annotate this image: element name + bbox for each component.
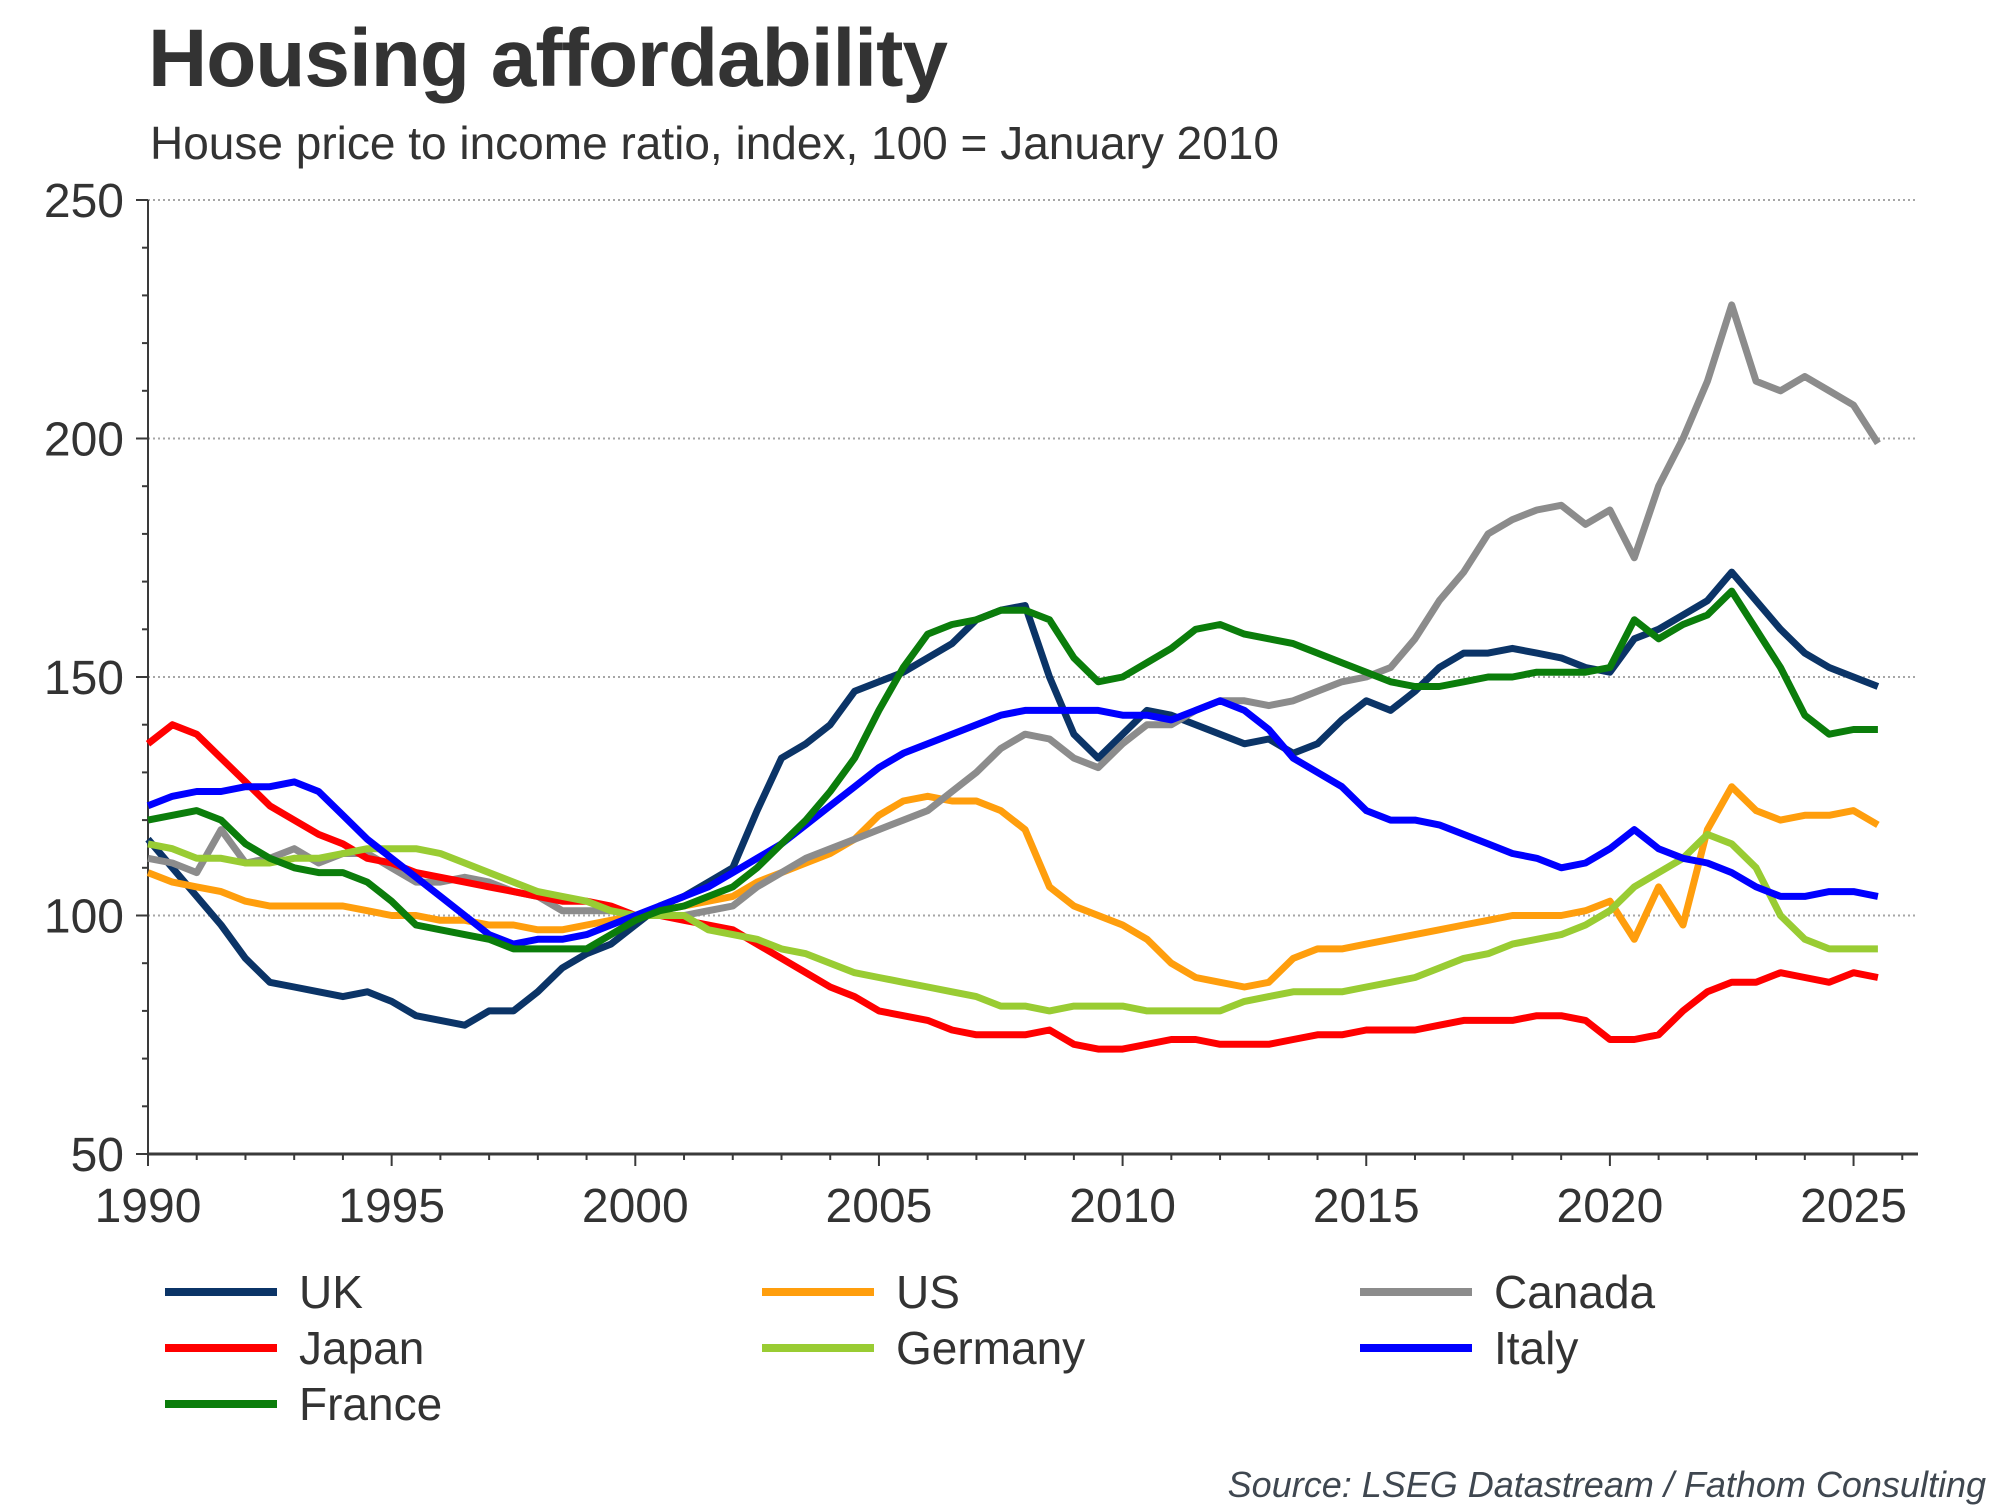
legend-item-canada: Canada <box>1360 1266 1656 1318</box>
legend-item-japan: Japan <box>165 1322 425 1374</box>
series-line-japan <box>145 721 1879 1053</box>
tick-labels: 50 100 150 200 250 1990 1995 2000 2005 2010 2015 20… <box>44 175 1907 1233</box>
y-tick-label: 50 <box>71 1129 124 1182</box>
x-tick-label: 1995 <box>338 1180 445 1233</box>
x-tick-label: 2000 <box>582 1180 689 1233</box>
legend-label: US <box>896 1266 960 1318</box>
x-tick-label: 2020 <box>1557 1180 1664 1233</box>
series-line-us <box>146 783 1880 991</box>
legend-swatch-france <box>165 1400 277 1408</box>
legend-swatch-uk <box>165 1288 277 1296</box>
source-note: Source: LSEG Datastream / Fathom Consult… <box>1227 1464 1986 1505</box>
series-lines <box>145 301 1881 1053</box>
legend-label: France <box>299 1378 443 1430</box>
x-tick-label: 2015 <box>1313 1180 1420 1233</box>
legend-label: Germany <box>896 1322 1086 1374</box>
legend-label: UK <box>299 1266 363 1318</box>
legend-item-germany: Germany <box>762 1322 1086 1374</box>
y-tick-label: 200 <box>44 414 124 467</box>
legend-swatch-japan <box>165 1344 277 1352</box>
legend-label: Canada <box>1494 1266 1656 1318</box>
series-line-italy <box>146 697 1879 948</box>
legend-label: Italy <box>1494 1322 1579 1374</box>
gridlines <box>148 199 1918 917</box>
chart-subtitle: House price to income ratio, index, 100 … <box>150 117 1279 169</box>
legend-swatch-italy <box>1360 1344 1472 1352</box>
legend-swatch-germany <box>762 1344 874 1352</box>
axes <box>136 199 1918 1166</box>
series-line-france <box>147 587 1878 953</box>
x-tick-label: 1990 <box>95 1180 202 1233</box>
series-line-germany <box>147 830 1878 1015</box>
y-tick-label: 250 <box>44 175 124 228</box>
legend-swatch-canada <box>1360 1288 1472 1296</box>
x-tick-label: 2010 <box>1069 1180 1176 1233</box>
y-tick-label: 100 <box>44 891 124 944</box>
series-line-canada <box>147 301 1881 919</box>
legend-item-france: France <box>165 1378 443 1430</box>
series-line-uk <box>145 568 1880 1029</box>
chart-title: Housing affordability <box>148 13 948 104</box>
x-tick-label: 2025 <box>1800 1180 1907 1233</box>
legend-item-uk: UK <box>165 1266 363 1318</box>
y-tick-label: 150 <box>44 652 124 705</box>
legend-item-us: US <box>762 1266 960 1318</box>
legend-item-italy: Italy <box>1360 1322 1579 1374</box>
x-tick-label: 2005 <box>826 1180 933 1233</box>
legend-swatch-us <box>762 1288 874 1296</box>
legend-label: Japan <box>299 1322 425 1374</box>
